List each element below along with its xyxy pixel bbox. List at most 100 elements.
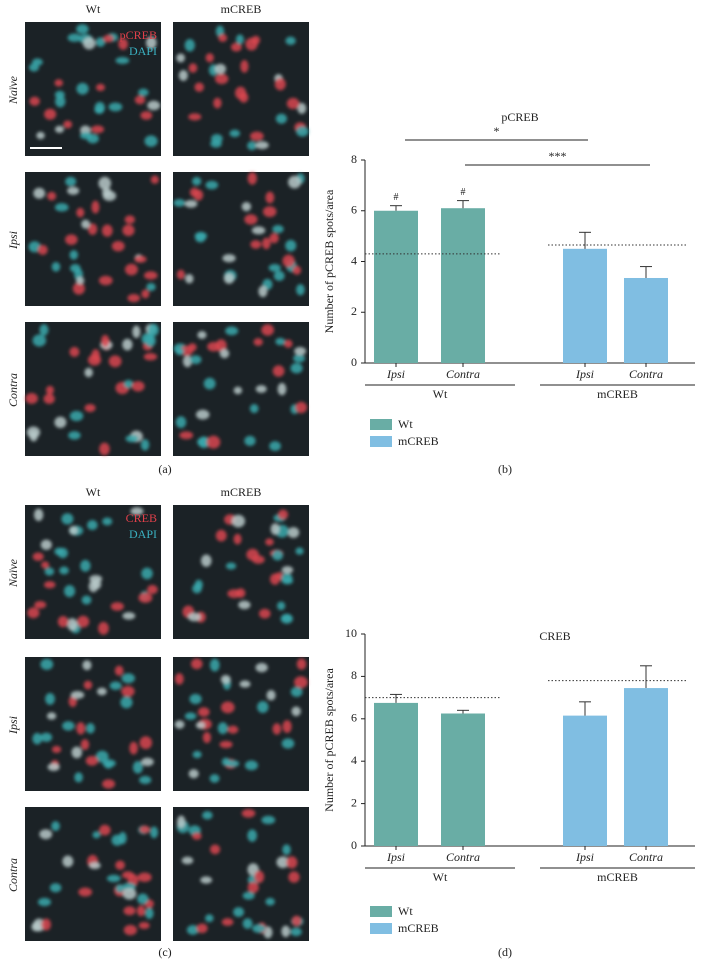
cell bbox=[280, 613, 293, 624]
cell bbox=[251, 226, 266, 235]
cell bbox=[296, 284, 305, 296]
y-tick-label: 6 bbox=[351, 711, 357, 725]
cell bbox=[132, 760, 143, 774]
cell bbox=[45, 693, 56, 705]
y-tick-label: 10 bbox=[345, 626, 357, 640]
cell bbox=[240, 60, 249, 73]
cell bbox=[233, 386, 243, 395]
cell bbox=[285, 239, 297, 252]
cell bbox=[188, 769, 199, 779]
cell bbox=[220, 674, 231, 684]
cell bbox=[32, 334, 47, 347]
cell bbox=[51, 745, 62, 754]
cell bbox=[286, 97, 300, 110]
cell bbox=[265, 897, 275, 906]
x-tick-label: Ipsi bbox=[386, 850, 405, 864]
cell bbox=[147, 100, 161, 111]
cell bbox=[198, 707, 210, 717]
cell bbox=[198, 436, 210, 449]
cell bbox=[141, 567, 153, 580]
y-tick-label: 8 bbox=[351, 152, 357, 166]
cell bbox=[215, 529, 227, 542]
cell bbox=[123, 924, 138, 936]
y-tick-label: 0 bbox=[351, 355, 357, 369]
legend-label: Wt bbox=[398, 904, 413, 918]
cell bbox=[194, 231, 208, 241]
cell bbox=[51, 261, 61, 272]
cell bbox=[275, 113, 288, 124]
y-tick-label: 2 bbox=[351, 795, 357, 809]
chart-title: pCREB bbox=[501, 110, 538, 124]
cell bbox=[144, 135, 158, 147]
cell bbox=[40, 732, 53, 742]
cell bbox=[71, 746, 83, 759]
legend-swatch bbox=[370, 906, 392, 917]
cell bbox=[59, 566, 69, 575]
cell bbox=[282, 844, 291, 856]
cell bbox=[221, 918, 234, 926]
cell bbox=[290, 686, 303, 697]
cell bbox=[74, 772, 83, 783]
cell bbox=[136, 905, 146, 917]
cell bbox=[47, 763, 60, 771]
cell bbox=[229, 129, 241, 138]
cell bbox=[129, 741, 138, 755]
y-tick-label: 0 bbox=[351, 838, 357, 852]
cell bbox=[67, 618, 78, 631]
cell bbox=[54, 79, 64, 87]
cell bbox=[181, 856, 194, 865]
cell bbox=[101, 224, 113, 237]
cell bbox=[137, 893, 149, 905]
error-bar bbox=[640, 266, 652, 278]
cell bbox=[286, 856, 298, 869]
cells bbox=[28, 24, 161, 147]
cell bbox=[235, 34, 244, 45]
cell bbox=[69, 410, 84, 422]
cell bbox=[63, 120, 73, 129]
cell bbox=[276, 856, 290, 869]
cell bbox=[205, 53, 214, 63]
cell bbox=[218, 34, 228, 42]
cell bbox=[288, 175, 302, 189]
cells bbox=[173, 324, 308, 452]
cell bbox=[188, 113, 202, 121]
cell bbox=[292, 265, 302, 275]
cell bbox=[194, 82, 204, 92]
marker: # bbox=[461, 187, 466, 198]
cell bbox=[54, 125, 65, 133]
cell bbox=[235, 86, 247, 100]
cell bbox=[95, 37, 106, 47]
cell bbox=[202, 811, 213, 820]
cell bbox=[76, 207, 85, 218]
cell bbox=[244, 435, 256, 447]
cell bbox=[46, 712, 57, 720]
cells bbox=[176, 808, 304, 939]
cell bbox=[255, 141, 269, 150]
cell bbox=[174, 720, 185, 729]
cell bbox=[145, 36, 157, 50]
cell bbox=[233, 533, 242, 545]
group-label: mCREB bbox=[597, 387, 638, 401]
cell bbox=[269, 233, 279, 244]
column-header: mCREB bbox=[221, 485, 262, 499]
cell bbox=[276, 601, 286, 611]
cell bbox=[69, 250, 79, 260]
cell bbox=[124, 263, 138, 276]
cell bbox=[100, 334, 110, 347]
cell bbox=[233, 907, 245, 918]
cell bbox=[144, 334, 156, 347]
cell bbox=[102, 779, 116, 789]
cell bbox=[258, 285, 268, 298]
cell bbox=[270, 523, 280, 535]
cell bbox=[31, 58, 43, 66]
error-bar bbox=[579, 701, 591, 716]
marker: # bbox=[394, 192, 399, 203]
cell bbox=[294, 676, 308, 689]
cell bbox=[57, 547, 68, 559]
cell bbox=[62, 721, 75, 731]
cell bbox=[193, 189, 204, 201]
cell bbox=[141, 289, 150, 299]
cell bbox=[88, 861, 101, 870]
cell bbox=[257, 700, 269, 713]
cell bbox=[44, 567, 55, 576]
